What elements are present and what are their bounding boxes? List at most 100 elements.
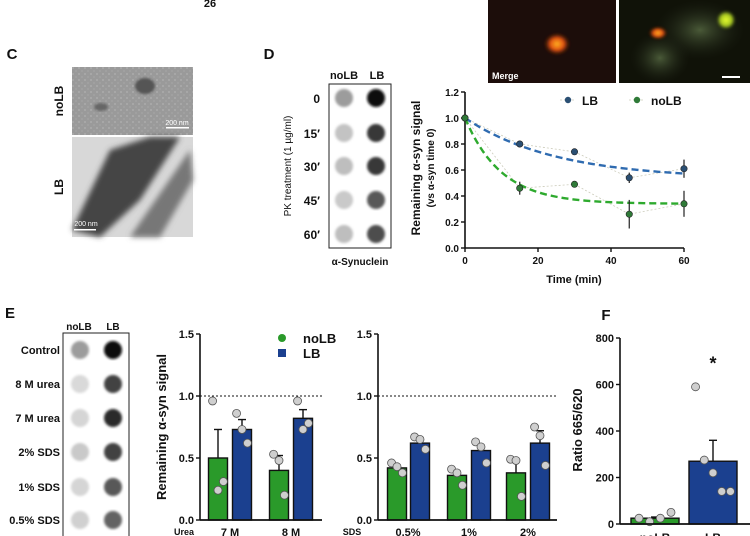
noLB-data-point [625, 210, 633, 218]
noLB-data-point [570, 180, 578, 188]
scale-bar [166, 127, 189, 129]
scale-bar [74, 229, 96, 231]
replicate-point [293, 396, 302, 406]
x-category-label: 8 M [282, 527, 300, 536]
replicate-point [232, 408, 241, 418]
y-tick-label: 200 [596, 473, 614, 485]
pk-treatment-label: PK treatment (1 µg/ml) [283, 116, 294, 217]
replicate-point [243, 438, 252, 448]
replicate-point [392, 462, 402, 472]
y-tick-label: 0.5 [357, 453, 372, 465]
dot-nolb [335, 191, 353, 209]
replicate-point [274, 456, 284, 465]
treatment-label: 1% SDS [18, 482, 60, 494]
x-category-label: 2% [520, 527, 536, 536]
x-tick-label: 40 [605, 256, 617, 267]
dot-nolb [71, 341, 89, 359]
legend-label-nolb: noLB [303, 331, 336, 346]
y-tick-label: 0.0 [179, 515, 194, 527]
dot-lb [104, 478, 122, 496]
y-tick-label: 600 [596, 380, 614, 392]
panel-label-f: F [601, 307, 610, 324]
dot-lb [367, 225, 385, 243]
y-tick-label: 0.5 [179, 453, 194, 465]
replicate-point [666, 507, 676, 517]
row-label-nolb: noLB [52, 85, 66, 116]
LB-data-point [680, 165, 688, 173]
x-category-label: 1% [461, 527, 477, 536]
dot-lb [367, 89, 385, 107]
x-axis-label: Time (min) [546, 274, 602, 286]
legend-marker [564, 96, 572, 104]
legend-marker-nolb [278, 334, 286, 342]
replicate-point [541, 461, 550, 470]
group-label-urea: Urea [174, 527, 195, 536]
y-tick-label: 1.0 [179, 391, 194, 403]
replicate-point [219, 477, 228, 486]
noLB-data-point [680, 200, 688, 208]
LB-bar [409, 442, 431, 521]
y-tick-label: 400 [596, 426, 614, 438]
em-image-nolb [72, 67, 193, 135]
scale-bar-label: 200 nm [74, 221, 98, 228]
y-tick-label: 0.8 [445, 140, 459, 151]
dot-lb [367, 157, 385, 175]
replicate-point [476, 442, 486, 452]
column-label-nolb: noLB [66, 322, 92, 333]
dot-nolb [71, 478, 89, 496]
fibril-cluster [135, 78, 155, 94]
y-tick-label: 0.4 [445, 192, 459, 203]
replicate-point [280, 490, 289, 500]
y-tick-label: 1.2 [445, 88, 459, 99]
replicate-point [717, 487, 727, 496]
lewy-body-fibrils [130, 150, 193, 237]
legend-label-lb: LB [303, 346, 320, 361]
time-label: 45′ [304, 194, 320, 208]
dot-nolb [71, 511, 89, 529]
merge-label: Merge [492, 71, 519, 81]
LB-bar [529, 442, 551, 521]
dot-lb [104, 341, 122, 359]
legend-marker-lb [278, 349, 286, 357]
replicate-point [452, 468, 462, 478]
treatment-label: 8 M urea [15, 379, 61, 391]
y-axis-label: Ratio 665/620 [570, 388, 585, 471]
y-tick-label: 1.5 [179, 329, 194, 341]
y-tick-label: 0.6 [445, 166, 459, 177]
dot-nolb [335, 225, 353, 243]
treatment-label: 2% SDS [18, 447, 60, 459]
replicate-point [237, 425, 247, 434]
time-label: 60′ [304, 228, 320, 242]
dot-lb [104, 443, 122, 461]
dot-lb [104, 375, 122, 393]
x-category-label: noLB [640, 531, 671, 536]
LB-fit-curve [464, 116, 685, 175]
legend-label: noLB [651, 94, 682, 108]
y-tick-label: 1.5 [357, 329, 372, 341]
row-label-lb: LB [52, 179, 66, 195]
treatment-label: 7 M urea [15, 413, 61, 425]
significance-asterisk: * [709, 353, 716, 373]
y-tick-label: 1.0 [445, 114, 459, 125]
noLB-data-point [516, 184, 524, 192]
treatment-label: 0.5% SDS [9, 515, 60, 527]
noLB-connector-line [464, 117, 685, 215]
lewy-body-fibrils [72, 137, 180, 237]
panel-label-c: C [7, 46, 18, 63]
panel-label-d: D [264, 46, 275, 63]
panel-label-e: E [5, 305, 15, 322]
x-tick-label: 0 [462, 256, 468, 267]
replicate-point [691, 382, 700, 392]
noLB-data-point [461, 114, 469, 122]
dot-nolb [335, 157, 353, 175]
treatment-blot-membrane [62, 332, 130, 536]
figure-fragment-number: 26 [204, 0, 216, 10]
cell-body [630, 32, 690, 84]
time-label: 30′ [304, 160, 320, 174]
y-tick-label: 0 [608, 519, 614, 531]
dot-nolb [71, 443, 89, 461]
replicate-point [530, 422, 539, 432]
y-axis-label: Remaining α-syn signal [154, 354, 169, 500]
replicate-point [535, 431, 545, 441]
scale-bar-label: 200 nm [165, 120, 189, 127]
